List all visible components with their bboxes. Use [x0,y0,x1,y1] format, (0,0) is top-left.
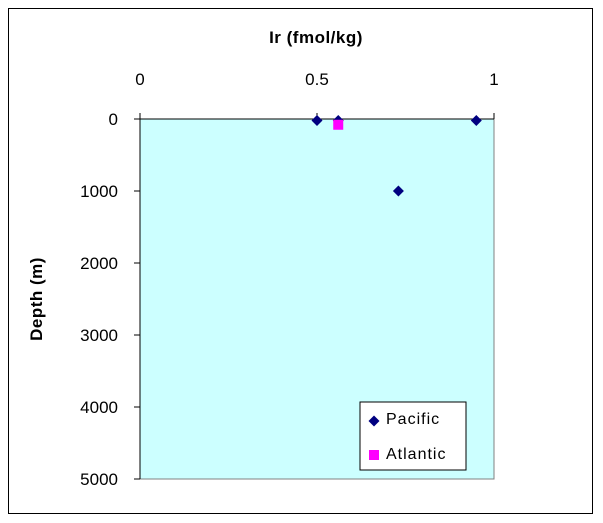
data-point-pacific [392,185,404,197]
legend: Pacific Atlantic [359,401,467,471]
x-tick-label: 0 [135,70,144,89]
legend-label-atlantic: Atlantic [386,446,446,463]
y-tick-label: 4000 [80,398,118,417]
x-tick-label: 1 [489,70,498,89]
y-axis-title: Depth (m) [27,257,46,341]
y-tick-label: 3000 [80,326,118,345]
x-axis-title: Ir (fmol/kg) [269,28,363,47]
data-points [311,114,482,197]
x-tick-label: 0.5 [305,70,329,89]
data-point-atlantic [333,119,344,130]
data-point-pacific [311,114,323,126]
y-ticks: 0 1000 2000 3000 4000 5000 [80,110,140,489]
y-tick-label: 2000 [80,254,118,273]
legend-marker-pacific [368,415,380,427]
x-ticks: 0 0.5 1 [135,70,499,119]
data-point-pacific [470,114,482,126]
legend-label-pacific: Pacific [386,411,440,428]
y-tick-label: 5000 [80,470,118,489]
y-tick-label: 1000 [80,182,118,201]
legend-marker-atlantic [369,450,379,460]
y-tick-label: 0 [109,110,118,129]
